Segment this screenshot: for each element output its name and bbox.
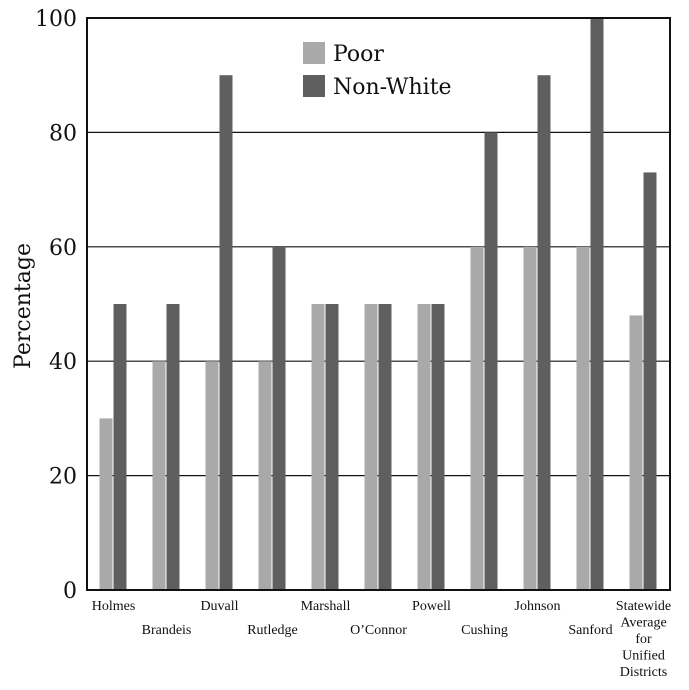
x-category-label: Rutledge	[247, 623, 298, 638]
legend-label: Poor	[333, 42, 384, 67]
legend: Poor Non-White	[303, 42, 452, 100]
bar-poor-6	[417, 304, 431, 590]
x-category-label: Brandeis	[142, 623, 192, 638]
bar-non-white-3	[272, 246, 286, 591]
bar-non-white-8	[537, 75, 551, 590]
y-axis-label: Percentage	[11, 243, 36, 369]
bar-poor-0	[99, 418, 113, 590]
x-category-label: Average	[620, 616, 666, 631]
bar-poor-1	[152, 361, 166, 590]
legend-swatch	[303, 42, 325, 64]
x-category-label: Powell	[412, 599, 451, 614]
bar-non-white-4	[325, 304, 339, 590]
plot-frame	[86, 17, 671, 591]
bar-non-white-6	[431, 304, 445, 590]
y-axis-ticks: 0 20 40 60 80 100	[35, 7, 77, 604]
bar-non-white-0	[113, 304, 127, 590]
y-tick-label: 20	[49, 465, 77, 490]
bar-poor-10	[629, 315, 643, 590]
y-tick-label: 40	[49, 350, 77, 375]
bar-non-white-9	[590, 18, 604, 590]
bar-non-white-1	[166, 304, 180, 590]
bar-non-white-7	[484, 132, 498, 590]
x-category-label: Districts	[620, 665, 667, 680]
legend-swatch	[303, 75, 325, 97]
bar-poor-5	[364, 304, 378, 590]
bar-non-white-2	[219, 75, 233, 590]
bar-poor-9	[576, 246, 590, 591]
x-category-label: Holmes	[92, 599, 136, 614]
bar-non-white-10	[643, 172, 657, 590]
x-category-label: for	[635, 632, 652, 647]
bar-poor-7	[470, 246, 484, 591]
bar-poor-8	[523, 246, 537, 591]
y-tick-label: 80	[49, 121, 77, 146]
x-category-label: O’Connor	[350, 623, 407, 638]
legend-label: Non-White	[333, 75, 452, 100]
bar-poor-3	[258, 361, 272, 590]
x-category-label: Sanford	[568, 623, 612, 638]
x-category-label: Duvall	[200, 599, 238, 614]
x-category-label: Marshall	[301, 599, 351, 614]
x-category-label: Cushing	[461, 623, 508, 638]
y-tick-label: 60	[49, 236, 77, 261]
y-tick-label: 100	[35, 7, 77, 32]
x-category-label: Johnson	[515, 599, 561, 614]
x-category-label: Statewide	[616, 599, 671, 614]
bars	[99, 18, 657, 591]
y-tick-label: 0	[63, 579, 77, 604]
bar-poor-2	[205, 361, 219, 590]
bar-non-white-5	[378, 304, 392, 590]
x-category-label: Unified	[622, 649, 665, 664]
bar-poor-4	[311, 304, 325, 590]
